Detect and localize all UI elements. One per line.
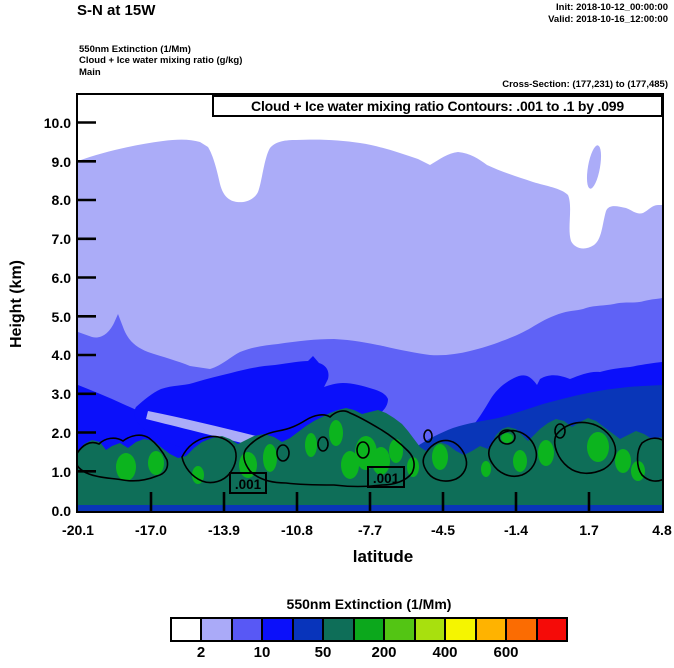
- field-cloud-ice: Cloud + Ice water mixing ratio (g/kg): [79, 55, 243, 67]
- legend-cell: [293, 619, 325, 640]
- legend-value-label: 600: [493, 644, 519, 661]
- axis-ticks: [78, 121, 591, 511]
- x-tick-label: 1.7: [579, 522, 599, 538]
- legend-cell: [172, 619, 203, 640]
- legend-cell: [385, 619, 416, 640]
- field-extinction: 550nm Extinction (1/Mm): [79, 44, 191, 55]
- x-tick-label: -1.4: [503, 522, 529, 538]
- contour-label-2: .001: [367, 466, 405, 488]
- legend-cell: [415, 619, 447, 640]
- plot-area: .001 .001: [76, 93, 664, 513]
- legend-cell: [263, 619, 294, 640]
- y-tick-label: 1.0: [51, 464, 71, 480]
- x-tick-label: -13.9: [208, 522, 240, 538]
- svg-text:.001: .001: [373, 471, 400, 486]
- cloud-ice-contour-lines: [78, 410, 662, 488]
- legend-cell: [324, 619, 355, 640]
- y-tick-label: 0.0: [51, 503, 71, 519]
- y-tick-label: 3.0: [51, 386, 71, 402]
- legend-title: 550nm Extinction (1/Mm): [286, 596, 452, 612]
- legend-cell: [446, 619, 477, 640]
- y-tick-label: 8.0: [51, 192, 71, 208]
- legend-cell: [232, 619, 264, 640]
- field-domain: Main: [79, 66, 101, 78]
- x-tick-label: -17.0: [135, 522, 167, 538]
- y-axis-title: Height (km): [8, 260, 25, 348]
- field-list: 550nm Extinction (1/Mm) Cloud + Ice wate…: [79, 44, 242, 78]
- legend-cell: [537, 619, 567, 640]
- y-tick-label: 10.0: [43, 115, 71, 131]
- y-tick-label: 7.0: [51, 231, 71, 247]
- x-tick-label: -10.8: [281, 522, 313, 538]
- legend-value-label: 10: [253, 644, 271, 661]
- y-tick-label: 2.0: [51, 425, 71, 441]
- x-tick-label: -7.7: [357, 522, 383, 538]
- legend-cell: [507, 619, 538, 640]
- legend-cell: [476, 619, 508, 640]
- page-title: S-N at 15W: [77, 2, 156, 19]
- cross-section-info: Cross-Section: (177,231) to (177,485): [502, 79, 668, 90]
- x-tick-label: 4.8: [652, 522, 672, 538]
- legend-value-label: 2: [196, 644, 206, 661]
- x-tick-label: -4.5: [430, 522, 456, 538]
- legend-cell: [354, 619, 386, 640]
- y-tick-label: 6.0: [51, 270, 71, 286]
- y-tick-label: 5.0: [51, 309, 71, 325]
- legend-value-label: 200: [371, 644, 397, 661]
- init-time: Init: 2018-10-12_00:00:00: [556, 2, 668, 13]
- contour-plot-canvas: .001 .001: [78, 95, 662, 511]
- fill-region-periwinkle-sliver: [586, 145, 602, 189]
- x-axis-title: latitude: [352, 547, 414, 566]
- y-tick-label: 4.0: [51, 347, 71, 363]
- legend-value-label: 50: [314, 644, 332, 661]
- legend-colorbar: [170, 617, 568, 642]
- legend-value-label: 400: [432, 644, 458, 661]
- y-tick-label: 9.0: [51, 154, 71, 170]
- svg-text:.001: .001: [235, 477, 262, 492]
- valid-time: Valid: 2018-10-16_12:00:00: [548, 13, 668, 25]
- run-times: Init: 2018-10-12_00:00:00 Valid: 2018-10…: [548, 2, 668, 25]
- contour-label-1: .001: [229, 472, 267, 494]
- legend-cell: [202, 619, 233, 640]
- x-tick-label: -20.1: [62, 522, 94, 538]
- plot-title-box: Cloud + Ice water mixing ratio Contours:…: [212, 95, 663, 117]
